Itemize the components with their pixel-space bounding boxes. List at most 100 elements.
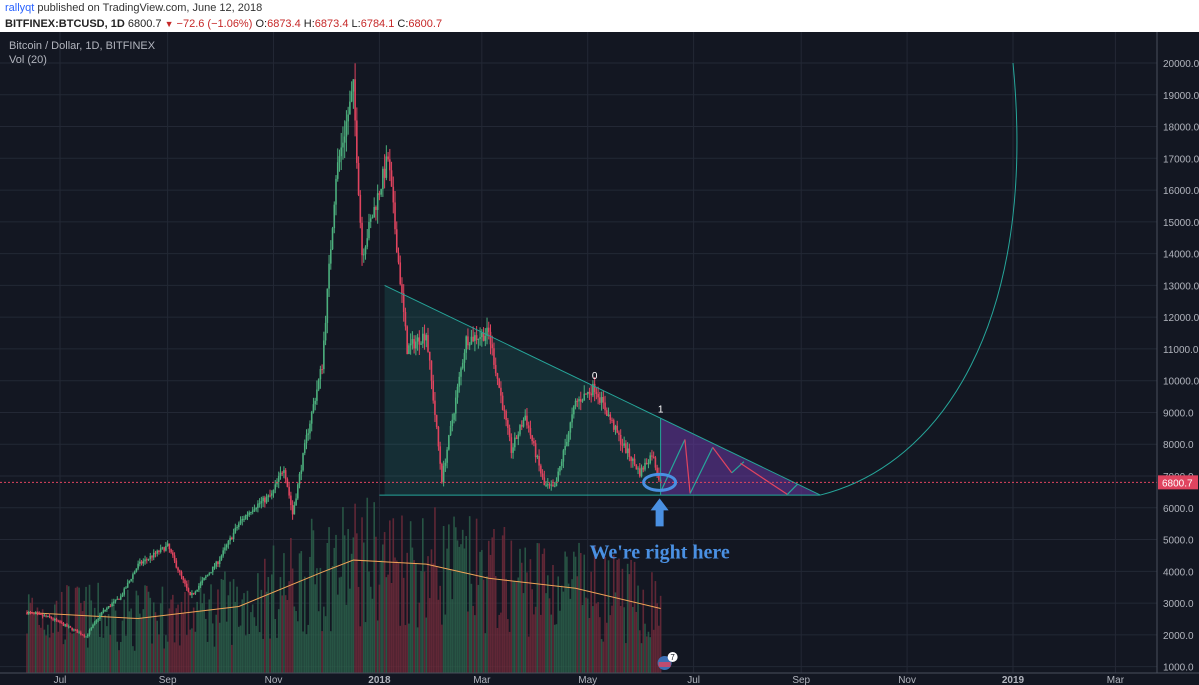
candle-body bbox=[465, 336, 467, 353]
candle-body bbox=[80, 632, 82, 635]
candle-body bbox=[380, 189, 382, 195]
triangle-past-fill bbox=[384, 285, 661, 496]
volume-bar bbox=[354, 503, 356, 673]
volume-bar bbox=[151, 643, 153, 673]
volume-bar bbox=[583, 554, 586, 673]
candle-body bbox=[586, 391, 589, 395]
volume-bar bbox=[510, 540, 513, 673]
event-count-label: 7 bbox=[670, 653, 675, 662]
volume-bar bbox=[545, 593, 547, 673]
candle-body bbox=[231, 537, 233, 539]
candle-body bbox=[123, 588, 126, 595]
candle-body bbox=[62, 622, 65, 626]
volume-bar bbox=[159, 603, 162, 673]
candle-body bbox=[630, 456, 632, 461]
volume-bar bbox=[501, 535, 504, 673]
volume-bar bbox=[536, 543, 539, 673]
volume-bar bbox=[418, 602, 421, 673]
volume-bar bbox=[175, 608, 178, 673]
candle-body bbox=[645, 462, 648, 465]
candle-body bbox=[139, 561, 141, 564]
volume-bar bbox=[496, 627, 499, 673]
candle-body bbox=[385, 156, 388, 178]
volume-bar bbox=[578, 542, 580, 673]
candle-body bbox=[100, 612, 103, 615]
volume-bar bbox=[113, 605, 115, 673]
volume-bar bbox=[229, 581, 231, 673]
candle-body bbox=[198, 585, 200, 590]
volume-bar bbox=[185, 635, 188, 673]
volume-bar bbox=[368, 571, 370, 673]
candle-body bbox=[411, 339, 414, 344]
candle-body bbox=[73, 629, 75, 631]
candle-body bbox=[489, 331, 492, 345]
volume-bar bbox=[170, 599, 172, 673]
candle-body bbox=[514, 437, 516, 448]
volume-bar bbox=[534, 606, 537, 673]
volume-bar bbox=[647, 631, 650, 673]
candle-body bbox=[293, 505, 296, 515]
volume-bar bbox=[107, 614, 110, 673]
chart-area[interactable]: 0 1 We're right here 7 20000.0 19000.0 18000.… bbox=[0, 32, 1199, 685]
x-tick-label: 2019 bbox=[1002, 675, 1025, 685]
volume-bar bbox=[81, 611, 84, 673]
volume-bar bbox=[29, 602, 32, 673]
volume-bar bbox=[560, 585, 563, 673]
volume-bar bbox=[284, 595, 287, 673]
volume-bar bbox=[397, 562, 400, 673]
candle-body bbox=[501, 395, 504, 410]
volume-bar bbox=[385, 577, 388, 673]
candle-body bbox=[86, 634, 89, 637]
candle-body bbox=[654, 457, 657, 468]
y-tick-label: 16000.0 bbox=[1163, 186, 1199, 197]
change-down-icon: ▼ bbox=[164, 19, 174, 29]
candle-body bbox=[475, 335, 478, 340]
volume-bar bbox=[382, 544, 384, 673]
volume-bar bbox=[637, 585, 639, 673]
candle-body bbox=[173, 555, 176, 561]
volume-indicator-label[interactable]: Vol (20) bbox=[9, 54, 47, 66]
candle-body bbox=[336, 162, 339, 179]
volume-bar bbox=[652, 629, 655, 673]
volume-bar bbox=[118, 650, 120, 673]
candle-body bbox=[67, 626, 70, 628]
candle-body bbox=[421, 333, 424, 344]
volume-bar bbox=[366, 497, 369, 673]
last-price: 6800.7 bbox=[127, 18, 162, 30]
volume-bar bbox=[541, 553, 544, 673]
candle-body bbox=[132, 574, 134, 580]
volume-bar bbox=[208, 599, 211, 673]
y-tick-label: 17000.0 bbox=[1163, 154, 1199, 165]
volume-bar bbox=[656, 603, 658, 673]
volume-bar bbox=[53, 604, 56, 673]
volume-bar bbox=[428, 598, 431, 673]
volume-bar bbox=[303, 576, 306, 673]
volume-bar bbox=[413, 560, 415, 673]
volume-bar bbox=[555, 624, 558, 673]
candle-body bbox=[623, 443, 625, 446]
price-chart[interactable]: 0 1 We're right here 7 20000.0 19000.0 18000.… bbox=[0, 32, 1199, 685]
candle-body bbox=[307, 433, 310, 435]
volume-bar bbox=[69, 632, 72, 673]
candle-body bbox=[356, 120, 358, 163]
volume-bar bbox=[43, 629, 46, 673]
volume-bar bbox=[104, 615, 106, 673]
candle-body bbox=[251, 510, 254, 513]
candle-body bbox=[323, 340, 325, 370]
volume-bar bbox=[92, 622, 94, 673]
candle-body bbox=[286, 479, 289, 487]
volume-bar bbox=[585, 597, 587, 673]
candle-body bbox=[373, 207, 375, 218]
candle-body bbox=[130, 579, 132, 581]
publisher-username[interactable]: rallyqt bbox=[5, 2, 35, 14]
candle-body bbox=[309, 423, 311, 434]
volume-bar bbox=[277, 609, 280, 673]
candle-body bbox=[38, 613, 40, 615]
volume-bar bbox=[224, 571, 226, 673]
candle-body bbox=[326, 288, 329, 323]
candle-body bbox=[135, 568, 138, 572]
candle-body bbox=[616, 425, 619, 433]
candle-body bbox=[632, 458, 634, 461]
volume-bar bbox=[581, 605, 584, 673]
candle-body bbox=[269, 495, 271, 497]
